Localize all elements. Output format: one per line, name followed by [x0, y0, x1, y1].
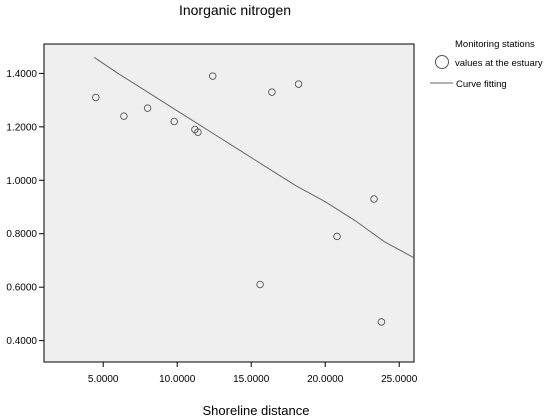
- data-point: [170, 117, 178, 126]
- legend: Monitoring stations values at the estuar…: [430, 39, 543, 90]
- chart-title: Inorganic nitrogen: [179, 2, 291, 18]
- x-tick-label: 25.0000: [381, 374, 418, 385]
- y-tick-label: 0.8000: [6, 229, 37, 240]
- y-tick-label: 0.6000: [6, 283, 37, 294]
- x-tick-label: 10.0000: [159, 374, 196, 385]
- y-tick-label: 1.0000: [6, 176, 37, 187]
- y-tick-label: 0.4000: [6, 336, 37, 347]
- x-tick-label: 15.0000: [233, 374, 270, 385]
- data-point: [92, 93, 100, 102]
- data-point: [268, 88, 276, 96]
- data-point: [208, 72, 217, 80]
- data-point: [256, 280, 264, 289]
- y-tick-label: 1.2000: [6, 122, 37, 133]
- data-point: [370, 195, 378, 203]
- legend-label-line2: values at the estuary: [455, 58, 543, 69]
- legend-marker-icon: [435, 55, 449, 69]
- fit-curve-group: [94, 56, 414, 259]
- plot-area: [43, 43, 415, 363]
- data-point: [194, 128, 202, 136]
- x-tick-label: 20.0000: [307, 374, 344, 385]
- legend-label-line1: Monitoring stations: [455, 39, 535, 50]
- data-point: [333, 232, 341, 241]
- axis-ticks: 5.0000 10.0000 15.0000 20.0000 25.0000 0.4000…: [6, 69, 417, 385]
- data-point: [120, 112, 128, 120]
- data-point: [377, 318, 386, 326]
- data-points: [92, 72, 386, 326]
- data-point: [294, 80, 303, 88]
- data-point: [143, 104, 152, 112]
- y-tick-label: 1.4000: [6, 69, 37, 80]
- legend-fit-label: Curve fitting: [456, 79, 507, 90]
- x-axis-label: Shoreline distance: [203, 403, 310, 418]
- fit-curve: [94, 56, 414, 259]
- x-tick-label: 5.0000: [88, 374, 119, 385]
